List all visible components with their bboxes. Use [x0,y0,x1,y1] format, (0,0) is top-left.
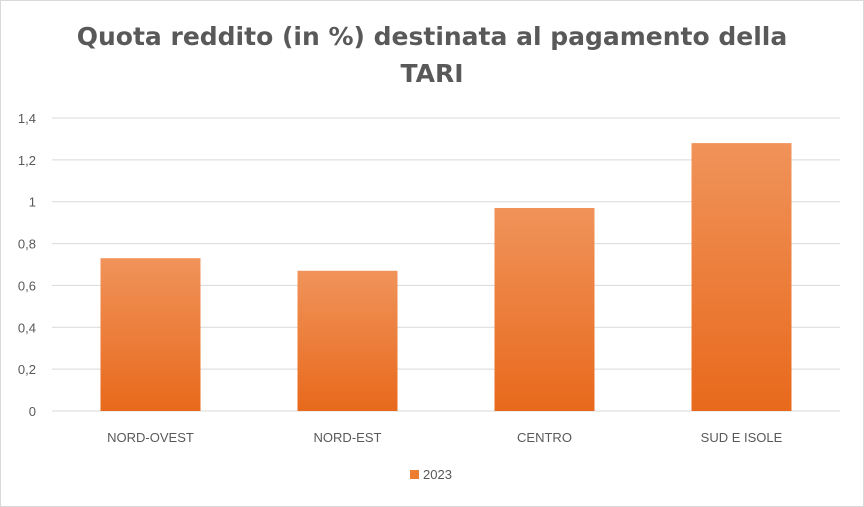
x-tick-label: CENTRO [517,430,572,445]
legend: 2023 [410,467,452,482]
x-tick-label: NORD-OVEST [107,430,194,445]
y-tick-label: 0 [29,404,36,419]
legend-swatch [410,470,419,479]
bar [297,270,398,411]
chart-title: Quota reddito (in %) destinata al pagame… [76,22,788,88]
y-tick-label: 1 [29,195,36,210]
x-tick-label: SUD E ISOLE [701,430,783,445]
y-tick-label: 1,2 [18,153,36,168]
y-tick-label: 1,4 [18,111,36,126]
legend-label: 2023 [423,467,452,482]
y-tick-label: 0,4 [18,320,36,335]
y-tick-label: 0,6 [18,278,36,293]
bar [100,258,201,411]
x-tick-label: NORD-EST [314,430,382,445]
y-tick-label: 0,2 [18,362,36,377]
y-tick-label: 0,8 [18,237,36,252]
bar [494,207,595,411]
bar [691,143,792,411]
